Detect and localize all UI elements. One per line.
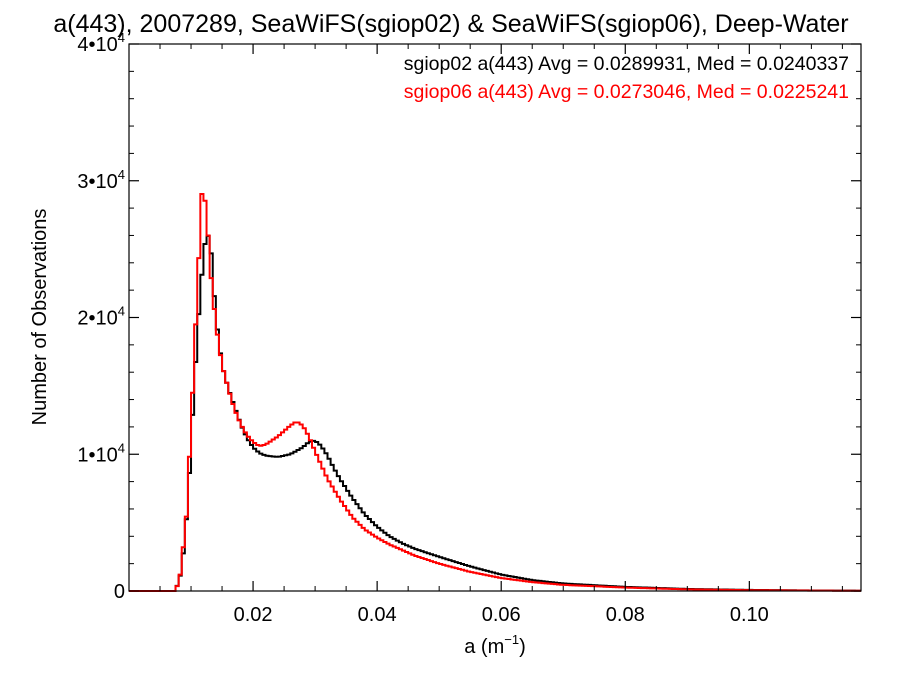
y-tick-label-exponent: 4 bbox=[118, 30, 125, 45]
y-tick-label: 2•104 bbox=[77, 304, 125, 330]
y-tick-label-exponent: 4 bbox=[118, 440, 125, 455]
series-line-sgiop06 bbox=[129, 193, 861, 592]
y-axis-label: Number of Observations bbox=[29, 209, 51, 426]
y-tick-label-mantissa: 2•10 bbox=[77, 308, 117, 330]
y-tick-label: 4•104 bbox=[77, 30, 125, 56]
y-tick-label-mantissa: 3•10 bbox=[77, 171, 117, 193]
legend-entry-sgiop06: sgiop06 a(443) Avg = 0.0273046, Med = 0.… bbox=[404, 81, 849, 103]
legend-entry-sgiop02: sgiop02 a(443) Avg = 0.0289931, Med = 0.… bbox=[404, 53, 849, 75]
y-tick-label-exponent: 4 bbox=[118, 167, 125, 182]
chart-title: a(443), 2007289, SeaWiFS(sgiop02) & SeaW… bbox=[53, 10, 848, 38]
x-tick-label: 0.02 bbox=[234, 604, 273, 626]
y-tick-label-mantissa: 4•10 bbox=[77, 34, 117, 56]
plot-series bbox=[129, 193, 861, 592]
x-axis-label-exponent: −1 bbox=[504, 632, 519, 647]
x-tick-label: 0.08 bbox=[606, 604, 645, 626]
legend: sgiop02 a(443) Avg = 0.0289931, Med = 0.… bbox=[404, 53, 849, 103]
y-tick-label-mantissa: 1•10 bbox=[77, 444, 117, 466]
x-tick-label: 0.06 bbox=[482, 604, 521, 626]
x-axis-ticks: 0.02 0.04 0.06 0.08 0.10 bbox=[159, 44, 843, 626]
x-axis-label: a (m−1) bbox=[464, 632, 526, 658]
y-tick-label: 3•104 bbox=[77, 167, 125, 193]
y-tick-label: 0 bbox=[114, 581, 125, 603]
y-tick-label: 1•104 bbox=[77, 440, 125, 466]
x-axis-label-close: ) bbox=[519, 636, 526, 658]
x-tick-label: 0.04 bbox=[358, 604, 397, 626]
x-tick-label: 0.10 bbox=[730, 604, 769, 626]
y-tick-label-exponent: 4 bbox=[118, 304, 125, 319]
x-axis-label-base: a (m bbox=[464, 636, 504, 658]
